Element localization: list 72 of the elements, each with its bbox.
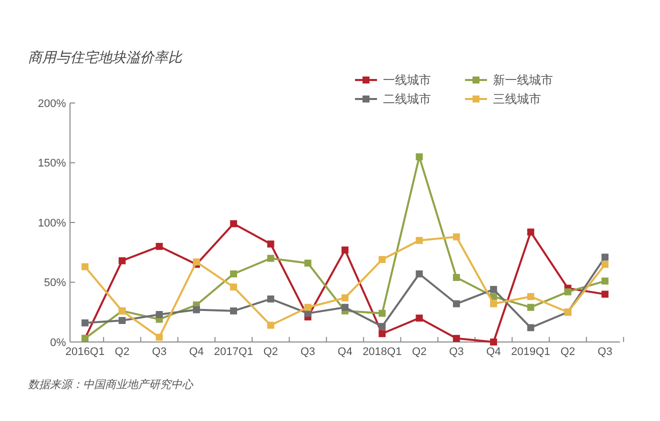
point bbox=[527, 293, 534, 300]
point bbox=[342, 304, 348, 311]
point bbox=[416, 314, 423, 322]
legend-label: 新一线城市 bbox=[493, 73, 553, 88]
point bbox=[490, 286, 498, 293]
point bbox=[527, 324, 534, 332]
point bbox=[82, 263, 88, 270]
point bbox=[156, 242, 163, 250]
point bbox=[230, 307, 238, 314]
point bbox=[602, 254, 608, 261]
point bbox=[452, 274, 460, 281]
point bbox=[267, 295, 274, 302]
x-tick-label: Q3 bbox=[300, 346, 316, 358]
point bbox=[416, 270, 423, 278]
legend-label: 二线城市 bbox=[383, 92, 431, 106]
point bbox=[416, 153, 423, 160]
point bbox=[378, 330, 386, 338]
point bbox=[342, 294, 348, 302]
y-tick-label: 0% bbox=[50, 336, 66, 349]
point bbox=[490, 338, 498, 346]
point bbox=[378, 256, 386, 264]
point bbox=[192, 306, 200, 314]
point bbox=[527, 228, 534, 236]
point bbox=[564, 288, 572, 296]
x-tick-label: 2016Q1 bbox=[65, 346, 105, 358]
x-tick-label: Q2 bbox=[560, 346, 576, 358]
point bbox=[267, 240, 274, 248]
point bbox=[230, 270, 238, 278]
point bbox=[304, 304, 312, 311]
point bbox=[378, 322, 386, 330]
x-tick-label: Q4 bbox=[189, 346, 204, 358]
x-tick-label: 2018Q1 bbox=[362, 346, 402, 358]
y-tick-label: 50% bbox=[44, 277, 66, 290]
x-tick-label: Q4 bbox=[486, 346, 501, 358]
point bbox=[378, 310, 386, 317]
point bbox=[230, 284, 238, 291]
point bbox=[452, 233, 460, 240]
point bbox=[118, 257, 126, 264]
x-tick-label: Q4 bbox=[338, 346, 352, 358]
point bbox=[156, 311, 163, 318]
legend-label: 一线城市 bbox=[383, 73, 431, 88]
x-tick-label: 2017Q1 bbox=[214, 346, 254, 358]
source-note: 数据来源：中国商业地产研究中心 bbox=[28, 378, 194, 391]
point bbox=[118, 316, 126, 324]
chart-title: 商用与住宅地块溢价率比 bbox=[28, 49, 183, 65]
point bbox=[602, 260, 608, 268]
point bbox=[602, 290, 608, 298]
y-tick-label: 100% bbox=[38, 217, 66, 230]
x-tick-label: Q3 bbox=[449, 346, 464, 358]
x-tick-label: 2019Q1 bbox=[511, 346, 550, 358]
point bbox=[416, 236, 423, 244]
point bbox=[267, 254, 274, 262]
point bbox=[192, 258, 200, 266]
y-tick-label: 200% bbox=[38, 98, 66, 110]
point bbox=[342, 246, 348, 254]
y-tick-label: 150% bbox=[38, 158, 66, 170]
x-tick-label: Q3 bbox=[598, 346, 612, 358]
legend-label: 三线城市 bbox=[493, 92, 541, 106]
point bbox=[527, 304, 534, 311]
point bbox=[267, 322, 274, 329]
x-tick-label: Q3 bbox=[152, 346, 167, 358]
x-tick-label: Q2 bbox=[412, 346, 427, 358]
point bbox=[452, 300, 460, 308]
x-tick-label: Q2 bbox=[263, 346, 278, 358]
point bbox=[452, 334, 460, 342]
point bbox=[156, 334, 163, 341]
point bbox=[82, 319, 88, 326]
point bbox=[602, 278, 608, 285]
x-tick-label: Q2 bbox=[114, 346, 130, 358]
point bbox=[490, 300, 498, 308]
point bbox=[230, 220, 238, 228]
point bbox=[304, 260, 312, 267]
